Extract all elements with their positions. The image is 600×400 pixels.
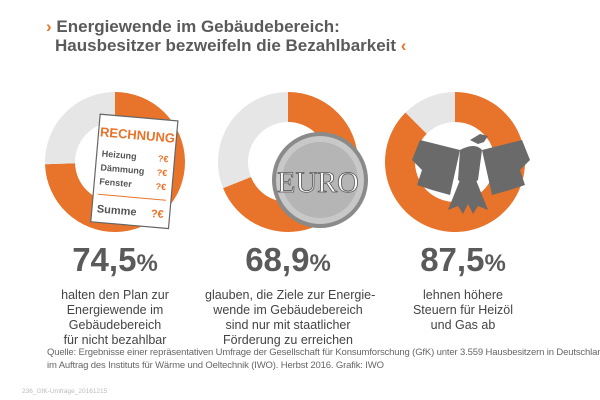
coin-text: EURO: [277, 166, 359, 199]
chevron-left-icon: ‹: [400, 36, 407, 55]
chevron-right-icon: ›: [46, 17, 52, 36]
source-line: im Auftrag des Instituts für Wärme und O…: [47, 359, 384, 371]
invoice-row-label: Heizung: [101, 148, 137, 161]
stat-unit: %: [309, 250, 331, 277]
invoice-title: RECHNUNG: [99, 124, 175, 145]
source-note: Quelle: Ergebnisse einer repräsentativen…: [47, 347, 600, 372]
description-line: Energiewende im: [66, 303, 164, 317]
description-line: halten den Plan zur: [61, 288, 169, 302]
invoice-total-value: ?€: [150, 208, 164, 221]
donut-slice-rest: [45, 92, 115, 165]
invoice-row-value: ?€: [155, 181, 166, 192]
description-line: Förderung zu erreichen: [223, 333, 353, 347]
donut-slice-rest: [405, 92, 455, 134]
description-line: Gebäudebereich: [68, 318, 162, 332]
invoice-icon: RECHNUNG Heizung ?€ Dämmung ?€ Fenster ?…: [90, 113, 179, 230]
title-line-2: Hausbesitzer bezweifeln die Bezahlbarkei…: [55, 36, 397, 55]
stat-description: glauben, die Ziele zur Energie-wende im …: [205, 288, 376, 348]
stat-value: 68,9: [245, 241, 310, 278]
donut-slice-value: [385, 92, 526, 232]
description-line: glauben, die Ziele zur Energie-: [205, 288, 376, 302]
stat-description: lehnen höhere Steuern für Heizöl und Gas a…: [380, 288, 546, 333]
stat-unit: %: [136, 250, 158, 277]
donut-slice-rest: [218, 92, 288, 189]
stat-value: 87,5: [420, 241, 485, 278]
stat-1: 74,5% halten den Plan zur Energiewende im…: [32, 240, 198, 348]
invoice-row-value: ?€: [156, 167, 167, 178]
title-line-1: Energiewende im Gebäudebereich:: [56, 17, 340, 36]
source-line: Quelle: Ergebnisse einer repräsentativen…: [47, 347, 600, 358]
stat-3: 87,5% lehnen höhere Steuern für Heizöl und…: [380, 240, 546, 333]
description-line: sind nur mit staatlicher: [225, 318, 351, 332]
stat-description: halten den Plan zur Energiewende im Gebäud…: [32, 288, 198, 348]
euro-coin-icon: EURO: [272, 132, 368, 228]
description-line: lehnen höhere: [423, 288, 503, 302]
stat-value: 74,5: [72, 241, 137, 278]
page-title: › Energiewende im Gebäudebereich: Hausbe…: [46, 17, 406, 55]
invoice-total-label: Summe: [96, 203, 137, 218]
stat-2: 68,9% glauben, die Ziele zur Energie-wen…: [205, 240, 376, 348]
federal-eagle-icon: [412, 134, 530, 214]
stat-unit: %: [484, 250, 506, 277]
invoice-row-label: Fenster: [99, 176, 133, 189]
invoice-row-label: Dämmung: [100, 162, 145, 176]
graphic-id: 236_GfK-Umfrage_20161215: [22, 388, 108, 395]
description-line: wende im Gebäudebereich: [213, 303, 363, 317]
description-line: Steuern für Heizöl: [412, 303, 514, 317]
invoice-row-value: ?€: [158, 153, 169, 164]
description-line: und Gas ab: [430, 318, 496, 332]
description-line: für nicht bezahlbar: [63, 333, 167, 347]
